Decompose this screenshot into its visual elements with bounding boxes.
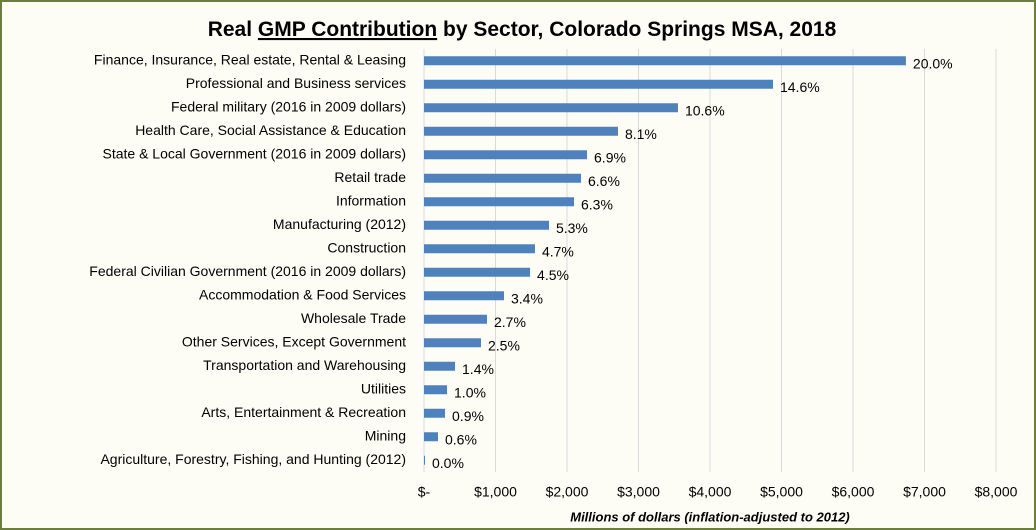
x-tick-label: $-	[418, 484, 431, 500]
y-tick-label: Transportation and Warehousing	[203, 357, 406, 373]
bar	[424, 244, 535, 254]
bar-label: 1.4%	[462, 361, 494, 377]
title-part: Real	[208, 18, 252, 41]
y-tick-label: Manufacturing (2012)	[273, 216, 406, 232]
bar	[424, 173, 582, 183]
bar-label: 1.0%	[454, 384, 486, 400]
y-tick-label: Federal Civilian Government (2016 in 200…	[89, 263, 406, 279]
x-tick-label: $4,000	[689, 484, 732, 500]
bar-label: 6.6%	[588, 173, 620, 189]
bar-label: 0.9%	[452, 408, 484, 424]
bar-label: 0.6%	[445, 431, 477, 447]
y-tick-label: Agriculture, Forestry, Fishing, and Hunt…	[100, 451, 406, 467]
bar-label: 10.6%	[685, 102, 725, 118]
x-tick-label: $8,000	[975, 484, 1018, 500]
bar-label: 2.7%	[494, 314, 526, 330]
y-tick-label: Construction	[327, 239, 406, 255]
bar	[424, 150, 588, 160]
bar	[424, 197, 575, 207]
bar-label: 4.7%	[542, 243, 574, 259]
bar	[424, 126, 618, 136]
bar	[424, 361, 456, 371]
title-part: by Sector, Colorado Springs MSA, 2018	[443, 18, 837, 41]
y-tick-label: Retail trade	[334, 169, 406, 185]
bar	[424, 338, 481, 348]
bar-label: 6.3%	[581, 196, 613, 212]
bar	[424, 432, 439, 442]
y-tick-label: Professional and Business services	[186, 75, 406, 91]
bar	[424, 385, 448, 395]
y-tick-label: Federal military (2016 in 2009 dollars)	[171, 98, 406, 114]
bar	[424, 79, 773, 89]
y-tick-label: Accommodation & Food Services	[199, 286, 406, 302]
bar-label: 4.5%	[537, 267, 569, 283]
x-tick-label: $6,000	[832, 484, 875, 500]
bar	[424, 56, 906, 66]
bar	[424, 455, 426, 465]
y-tick-label: Finance, Insurance, Real estate, Rental …	[94, 51, 406, 67]
x-axis-title: Millions of dollars (inflation-adjusted …	[570, 509, 850, 524]
x-tick-label: $2,000	[546, 484, 589, 500]
y-tick-label: Utilities	[361, 380, 406, 396]
bar-label: 5.3%	[556, 220, 588, 236]
title-part: GMP Contribution	[258, 18, 437, 41]
bar-label: 2.5%	[488, 337, 520, 353]
bar-label: 3.4%	[511, 290, 543, 306]
bar	[424, 220, 549, 230]
y-tick-label: Wholesale Trade	[301, 310, 406, 326]
bar-label: 20.0%	[913, 55, 953, 71]
chart-title: Real GMP Contribution by Sector, Colorad…	[208, 18, 837, 41]
bar-label: 14.6%	[780, 79, 820, 95]
bar	[424, 291, 505, 301]
bar-label: 8.1%	[625, 126, 657, 142]
y-tick-label: State & Local Government (2016 in 2009 d…	[102, 145, 406, 161]
x-tick-label: $7,000	[903, 484, 946, 500]
bar	[424, 267, 531, 277]
bar-label: 6.9%	[594, 149, 626, 165]
y-tick-label: Other Services, Except Government	[182, 333, 406, 349]
x-tick-label: $1,000	[474, 484, 517, 500]
y-tick-label: Arts, Entertainment & Recreation	[201, 404, 406, 420]
y-tick-label: Information	[336, 192, 406, 208]
y-tick-label: Mining	[365, 427, 406, 443]
bar	[424, 103, 678, 113]
x-tick-label: $3,000	[617, 484, 660, 500]
y-tick-label: Health Care, Social Assistance & Educati…	[135, 122, 406, 138]
bar-label: 0.0%	[432, 455, 464, 471]
x-tick-label: $5,000	[760, 484, 803, 500]
bar	[424, 314, 487, 324]
bar	[424, 408, 446, 418]
